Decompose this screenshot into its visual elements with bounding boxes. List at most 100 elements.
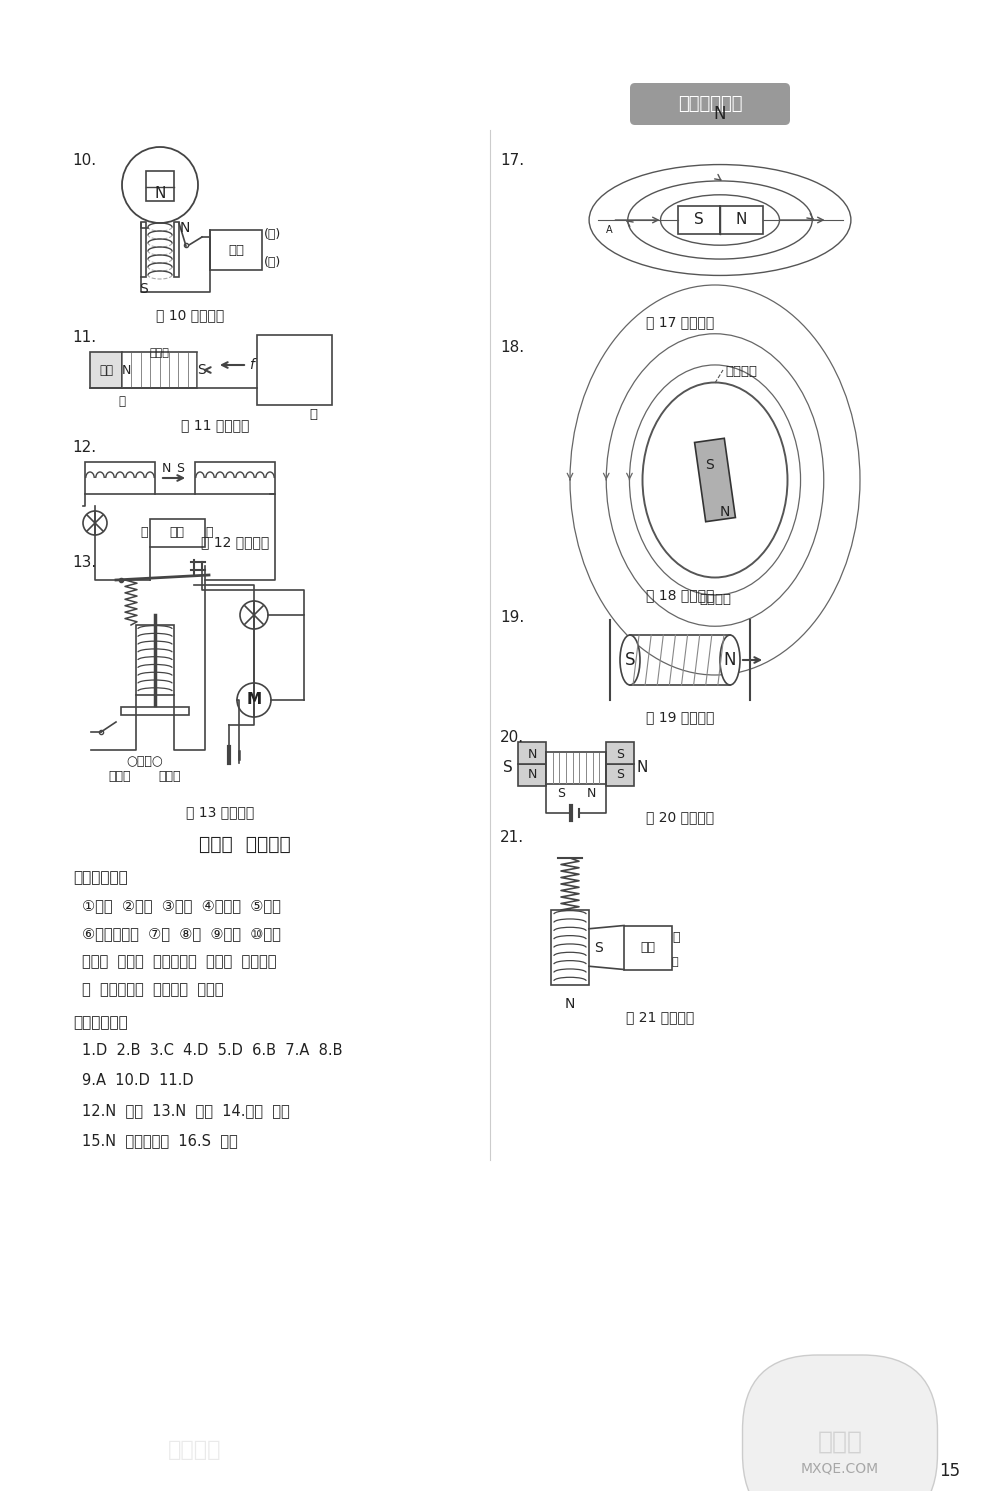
Text: N: N bbox=[527, 768, 537, 781]
Text: 地理南极: 地理南极 bbox=[699, 593, 731, 605]
Bar bbox=[624, 926, 672, 969]
Text: N: N bbox=[714, 104, 726, 122]
Bar bbox=[518, 743, 546, 763]
Text: S: S bbox=[694, 213, 704, 228]
Text: 19.: 19. bbox=[500, 610, 524, 625]
Text: (＋): (＋) bbox=[264, 256, 281, 270]
Text: 第七章  章末整合: 第七章 章末整合 bbox=[199, 835, 291, 854]
Bar bbox=[606, 763, 634, 786]
Text: 13.: 13. bbox=[72, 555, 96, 570]
Bar bbox=[678, 206, 720, 234]
Text: （－）: （－） bbox=[159, 769, 181, 783]
Text: S: S bbox=[503, 760, 513, 775]
Text: ⑥磁场的强弱  ⑦北  ⑧南  ⑨获得  ⑩磁场: ⑥磁场的强弱 ⑦北 ⑧南 ⑨获得 ⑩磁场 bbox=[82, 926, 281, 941]
Text: N: N bbox=[636, 760, 647, 775]
Text: 9.A  10.D  11.D: 9.A 10.D 11.D bbox=[82, 1074, 194, 1088]
Text: 20.: 20. bbox=[500, 731, 524, 746]
Text: 第 12 题答案图: 第 12 题答案图 bbox=[201, 535, 269, 549]
Text: 铁块: 铁块 bbox=[99, 364, 113, 377]
Circle shape bbox=[240, 601, 268, 629]
Bar bbox=[720, 206, 763, 234]
Text: 12.N  电流  13.N  北方  14.纸外  南北: 12.N 电流 13.N 北方 14.纸外 南北 bbox=[82, 1103, 290, 1118]
Bar bbox=[136, 625, 174, 695]
Text: N: N bbox=[162, 462, 171, 476]
Text: －: － bbox=[140, 526, 148, 540]
Bar bbox=[210, 230, 262, 270]
Text: 第 19 题答案图: 第 19 题答案图 bbox=[646, 710, 714, 725]
Text: 18.: 18. bbox=[500, 340, 524, 355]
Circle shape bbox=[237, 683, 271, 717]
Text: f: f bbox=[249, 358, 254, 371]
Text: 电源: 电源 bbox=[640, 941, 656, 954]
Text: 21.: 21. bbox=[500, 830, 524, 845]
Bar bbox=[90, 352, 122, 388]
Text: 15.N  电路的通断  16.S  增大: 15.N 电路的通断 16.S 增大 bbox=[82, 1133, 238, 1148]
Text: N: N bbox=[122, 364, 131, 377]
Text: 第 18 题答案图: 第 18 题答案图 bbox=[646, 587, 714, 602]
Bar bbox=[122, 352, 197, 388]
Bar bbox=[546, 751, 606, 784]
Circle shape bbox=[122, 148, 198, 224]
FancyBboxPatch shape bbox=[630, 83, 790, 125]
Text: M: M bbox=[246, 692, 262, 708]
Text: 【过关训练】: 【过关训练】 bbox=[73, 1015, 128, 1030]
Bar bbox=[174, 222, 179, 277]
Bar bbox=[141, 222, 146, 277]
Text: N: N bbox=[527, 748, 537, 762]
Text: －: － bbox=[672, 957, 679, 968]
Text: S: S bbox=[197, 362, 206, 377]
Text: 12.: 12. bbox=[72, 440, 96, 455]
Bar bbox=[606, 743, 634, 763]
Text: ①最强  ②相斥  ③相吸  ④看不见  ⑤曲线: ①最强 ②相斥 ③相吸 ④看不见 ⑤曲线 bbox=[82, 898, 281, 912]
Text: 电源: 电源 bbox=[228, 243, 244, 256]
Text: S: S bbox=[616, 748, 624, 762]
Bar bbox=[518, 763, 546, 786]
Bar bbox=[195, 462, 275, 494]
Bar bbox=[695, 438, 735, 522]
Text: MXQE.COM: MXQE.COM bbox=[801, 1463, 879, 1476]
Bar bbox=[85, 462, 155, 494]
Text: S: S bbox=[557, 787, 565, 801]
Text: S: S bbox=[176, 462, 184, 476]
Text: N: N bbox=[724, 652, 736, 669]
Text: 答案圈: 答案圈 bbox=[818, 1430, 862, 1454]
Text: 第 21 题答案图: 第 21 题答案图 bbox=[626, 1009, 694, 1024]
Text: 甲: 甲 bbox=[119, 395, 126, 409]
Text: 15: 15 bbox=[939, 1463, 960, 1481]
Text: 小  ⑯线圈匝数  ⑰电磁铁  ⑱开关: 小 ⑯线圈匝数 ⑰电磁铁 ⑱开关 bbox=[82, 983, 224, 997]
Text: 10.: 10. bbox=[72, 154, 96, 168]
Text: 作业精灵: 作业精灵 bbox=[168, 1440, 222, 1460]
Bar bbox=[121, 707, 189, 716]
Text: (－): (－) bbox=[264, 228, 281, 242]
Text: S: S bbox=[594, 941, 603, 954]
Bar bbox=[146, 171, 174, 201]
Bar bbox=[257, 335, 332, 406]
Text: 第 11 题答案图: 第 11 题答案图 bbox=[181, 417, 249, 432]
Ellipse shape bbox=[642, 383, 788, 577]
Text: S: S bbox=[706, 458, 714, 473]
Circle shape bbox=[83, 511, 107, 535]
Text: N: N bbox=[736, 213, 747, 228]
Text: 第 10 题答案图: 第 10 题答案图 bbox=[156, 309, 224, 322]
Text: N: N bbox=[180, 221, 190, 236]
Text: N: N bbox=[154, 185, 166, 200]
Ellipse shape bbox=[720, 635, 740, 684]
Text: N: N bbox=[586, 787, 596, 801]
Text: 第 13 题答案图: 第 13 题答案图 bbox=[186, 805, 254, 819]
Text: 11.: 11. bbox=[72, 330, 96, 344]
Text: 第 17 题答案图: 第 17 题答案图 bbox=[646, 315, 714, 330]
Text: 地理北极: 地理北极 bbox=[725, 365, 757, 379]
Text: ○电源○: ○电源○ bbox=[127, 754, 163, 768]
Bar bbox=[551, 910, 589, 986]
Text: A: A bbox=[606, 225, 613, 236]
Text: S: S bbox=[616, 768, 624, 781]
Text: 电磁铁: 电磁铁 bbox=[150, 347, 169, 358]
Text: 1.D  2.B  3.C  4.D  5.D  6.B  7.A  8.B: 1.D 2.B 3.C 4.D 5.D 6.B 7.A 8.B bbox=[82, 1044, 342, 1059]
Text: 电源: 电源 bbox=[170, 526, 184, 540]
Text: N: N bbox=[565, 997, 575, 1011]
Text: 部分参考答案: 部分参考答案 bbox=[678, 95, 742, 113]
Text: S: S bbox=[139, 282, 147, 297]
Text: ⑪条形  ⑫电流  ⑬安培定则  ⑭铁芯  ⑮电流大: ⑪条形 ⑫电流 ⑬安培定则 ⑭铁芯 ⑮电流大 bbox=[82, 954, 276, 969]
Bar bbox=[150, 519, 205, 547]
Text: 第 20 题答案图: 第 20 题答案图 bbox=[646, 810, 714, 825]
